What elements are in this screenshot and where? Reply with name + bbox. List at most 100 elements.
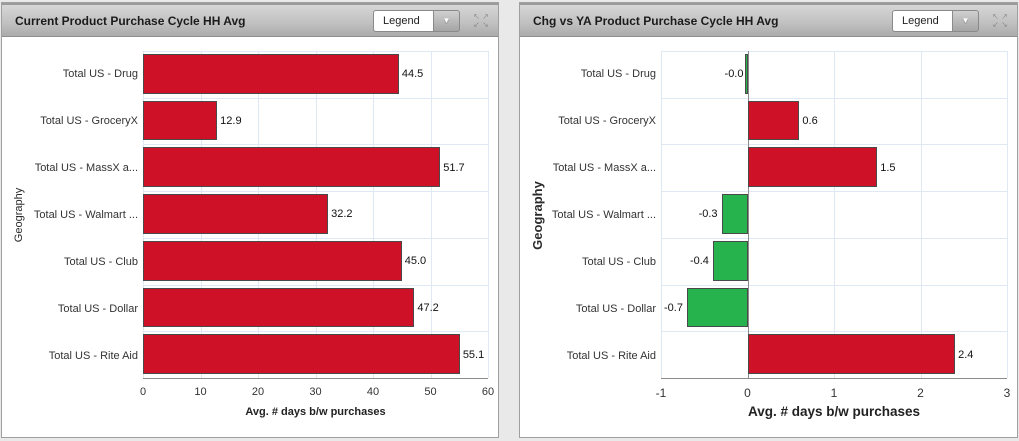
bar-row: -0.3 (661, 191, 1007, 238)
category-label: Total US - Walmart ... (33, 208, 138, 221)
bar-value-label: -0.0 (724, 68, 744, 81)
x-tick-label: 0 (139, 386, 147, 398)
bar-value-label: 12.9 (220, 115, 242, 128)
x-tick-label: -1 (655, 386, 667, 400)
arrow-up-left-icon: ↖ (992, 11, 999, 21)
x-axis: -1 0 1 2 3 (656, 386, 1011, 401)
arrow-up-left-icon: ↖ (473, 11, 480, 21)
bar[interactable] (747, 100, 800, 141)
bar[interactable] (143, 334, 460, 374)
bar-value-label: 44.5 (401, 68, 424, 81)
bar[interactable] (143, 287, 415, 328)
x-axis: 0 10 20 30 40 50 60 (139, 386, 494, 401)
bar-row: 0.6 (661, 98, 1007, 145)
gridline (373, 51, 374, 378)
bar-row: 55.1 (143, 331, 488, 378)
bar-row: 51.7 (143, 144, 488, 191)
gridline (661, 331, 1007, 333)
x-tick-label: 1 (830, 386, 838, 400)
gridline (1007, 51, 1008, 378)
gridline (143, 51, 488, 52)
arrow-down-left-icon: ↙ (473, 19, 480, 29)
chart-area: Geography Total US - Drug Total US - Groce… (2, 37, 498, 437)
category-label: Total US - GroceryX (40, 115, 138, 128)
category-label: Total US - GroceryX (558, 115, 656, 128)
bar[interactable] (143, 147, 441, 188)
x-tick-label: 50 (424, 386, 437, 398)
bar[interactable] (747, 147, 878, 188)
chart-current-purchase-cycle: Geography Total US - Drug Total US - Groce… (2, 37, 498, 437)
legend-dropdown[interactable]: Legend ▼ (373, 9, 460, 32)
maximize-icon[interactable]: ↖ ↗ ↙ ↘ (472, 11, 490, 29)
bar-value-label: 51.7 (443, 161, 465, 174)
x-tick-label: 60 (481, 386, 495, 398)
bar[interactable] (143, 194, 329, 234)
gridline (661, 284, 1007, 286)
category-label: Total US - Dollar (575, 302, 656, 315)
gridline (920, 51, 922, 378)
gridline (430, 51, 432, 378)
x-tick-label: 40 (366, 386, 380, 398)
bar[interactable] (721, 194, 748, 234)
legend-dropdown-button[interactable]: ▼ (433, 9, 460, 32)
bar-value-label: -0.7 (663, 301, 683, 314)
category-label: Total US - Dollar (57, 302, 138, 315)
bar-value-label: -0.3 (698, 208, 718, 221)
category-axis: Total US - Drug Total US - GroceryX Total … (520, 51, 656, 379)
x-tick-label: 0 (744, 386, 751, 400)
panel-current-purchase-cycle: Current Product Purchase Cycle HH Avg Le… (1, 2, 499, 438)
bar[interactable] (744, 54, 748, 94)
bar-row: 2.4 (661, 331, 1007, 378)
maximize-icon[interactable]: ↖ ↗ ↙ ↘ (991, 11, 1009, 29)
category-label: Total US - MassX a... (552, 162, 656, 175)
legend-dropdown-button[interactable]: ▼ (952, 9, 979, 32)
bar-row: -0.7 (661, 285, 1007, 332)
gridline (834, 51, 835, 378)
gridline (143, 97, 488, 99)
page-title: Current Product Purchase Cycle HH Avg (15, 13, 246, 28)
gridline (661, 237, 1007, 239)
bar-row: 44.5 (143, 51, 488, 98)
bar-row: -0.4 (661, 238, 1007, 285)
chevron-down-icon: ▼ (442, 15, 451, 25)
bar[interactable] (686, 287, 748, 328)
x-axis-title: Avg. # days b/w purchases (747, 404, 921, 419)
legend-dropdown[interactable]: Legend ▼ (892, 9, 979, 32)
category-label: Total US - Walmart ... (551, 208, 656, 221)
bar-value-label: 32.2 (331, 208, 353, 221)
bar[interactable] (712, 240, 748, 281)
gridline (143, 191, 488, 193)
chart-area: Geography Total US - Drug Total US - Groce… (520, 37, 1017, 437)
gridline (661, 191, 1007, 193)
bar-value-label: 1.5 (880, 161, 896, 174)
x-tick-label: 3 (1003, 386, 1011, 400)
bar[interactable] (143, 100, 218, 141)
bar-value-label: -0.4 (689, 255, 709, 268)
category-label: Total US - Drug (580, 68, 656, 81)
bar[interactable] (143, 54, 399, 94)
chart-chg-vs-ya-purchase-cycle: Geography Total US - Drug Total US - Groce… (520, 37, 1017, 437)
legend-dropdown-label[interactable]: Legend (892, 9, 952, 32)
category-label: Total US - Rite Aid (48, 349, 138, 362)
category-axis: Total US - Drug Total US - GroceryX Total … (2, 51, 138, 379)
bar-row: 12.9 (143, 98, 488, 145)
zero-axis-line (747, 51, 749, 378)
bar-value-label: 45.0 (404, 255, 427, 268)
bar[interactable] (143, 240, 402, 281)
gridline (143, 284, 488, 286)
category-label: Total US - MassX a... (34, 162, 138, 175)
bar-value-label: 55.1 (462, 348, 485, 361)
bar[interactable] (747, 334, 956, 374)
legend-dropdown-label[interactable]: Legend (373, 9, 433, 32)
bar-row: 47.2 (143, 285, 488, 332)
x-tick-label: 20 (251, 386, 265, 398)
bar-row: 1.5 (661, 144, 1007, 191)
gridline (143, 144, 488, 146)
gridline (661, 51, 662, 378)
gridline (661, 51, 1007, 52)
arrow-down-right-icon: ↘ (482, 19, 489, 29)
gridline (488, 51, 489, 378)
gridline (661, 144, 1007, 146)
plot-area: -0.0 0.6 1.5 -0.3 -0.4 -0.7 2.4 (661, 51, 1008, 379)
bar-row: 32.2 (143, 191, 488, 238)
